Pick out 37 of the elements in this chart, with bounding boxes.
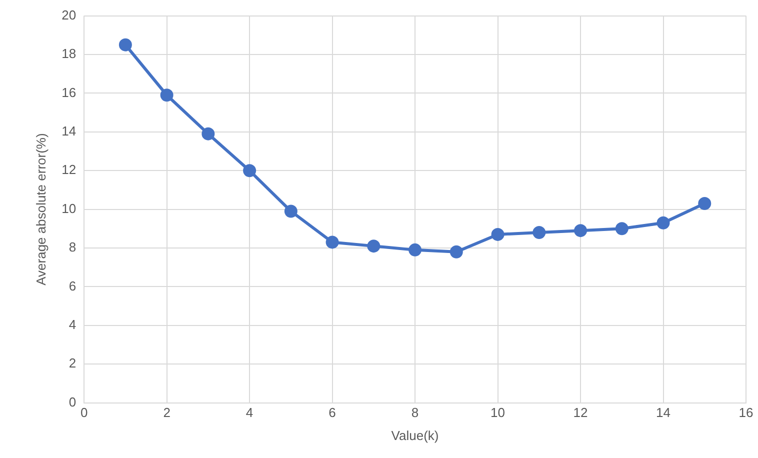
x-tick-label: 16 — [738, 405, 754, 420]
point — [656, 216, 670, 230]
x-axis-title: Value(k) — [391, 428, 439, 443]
point — [202, 127, 215, 140]
point — [326, 236, 339, 249]
point — [491, 228, 504, 241]
y-tick-label: 16 — [62, 84, 76, 100]
point — [615, 222, 628, 236]
point — [532, 226, 546, 240]
x-tick-label: 12 — [573, 405, 588, 420]
y-tick-label: 8 — [68, 240, 76, 255]
y-tick-label: 20 — [62, 7, 76, 22]
y-tick-label: 4 — [68, 316, 76, 332]
point — [408, 243, 422, 256]
y-tick-label: 14 — [62, 123, 76, 138]
point — [698, 196, 712, 210]
point — [450, 245, 463, 258]
point — [160, 88, 174, 102]
x-tick-label: 0 — [80, 405, 88, 420]
point — [367, 240, 380, 253]
y-axis-title: Average absolute error(%) — [33, 133, 48, 286]
y-tick-label: 0 — [68, 394, 76, 410]
y-tick-label: 18 — [62, 46, 76, 62]
point — [118, 38, 132, 52]
x-tick-label: 4 — [246, 405, 254, 420]
y-tick-label: 6 — [68, 278, 76, 294]
y-tick-label: 10 — [62, 200, 76, 216]
x-tick-label: 2 — [163, 405, 170, 420]
point — [574, 224, 588, 238]
x-tick-label: 14 — [656, 405, 670, 420]
x-tick-label: 8 — [411, 405, 419, 420]
y-tick-label: 2 — [68, 356, 76, 371]
y-tick-label: 12 — [62, 162, 76, 178]
point — [284, 204, 298, 218]
point — [243, 164, 256, 178]
x-tick-label: 6 — [328, 405, 336, 420]
x-tick-label: 10 — [490, 405, 506, 420]
